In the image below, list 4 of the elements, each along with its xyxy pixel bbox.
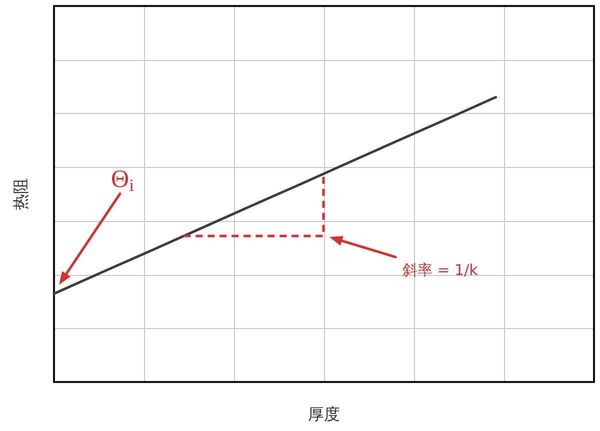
annotation: Θ$_{i}$ bbox=[111, 166, 134, 196]
y-axis-title: 热阻 bbox=[10, 178, 30, 210]
annotation: 斜率 = 1/k bbox=[402, 261, 478, 280]
x-axis-title: 厚度 bbox=[308, 404, 340, 424]
